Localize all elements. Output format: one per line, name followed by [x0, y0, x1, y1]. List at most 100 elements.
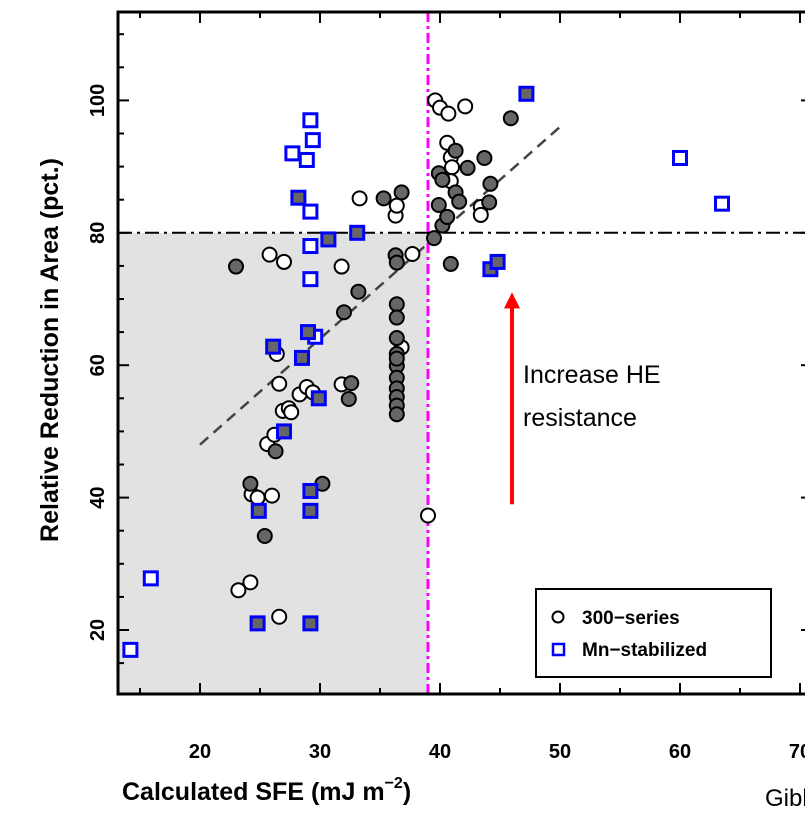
y-tick-label: 40 — [87, 486, 109, 508]
point-300-series-open — [440, 105, 457, 122]
point-mn-stabilized-open — [302, 203, 319, 220]
point-mn-stabilized-filled — [250, 502, 267, 519]
legend-label-mn-stabilized: Mn−stabilized — [582, 640, 707, 661]
trend-line — [199, 125, 561, 446]
point-300-series-filled — [393, 184, 410, 201]
axis-ticks — [118, 12, 805, 694]
point-mn-stabilized-filled — [249, 615, 266, 632]
x-axis-title: Calculated SFE (mJ m−2) — [122, 775, 411, 806]
point-300-series-filled — [439, 208, 456, 225]
x-tick-label: 70 — [789, 741, 805, 763]
point-300-series-filled — [451, 193, 468, 210]
point-300-series-filled — [482, 175, 499, 192]
point-300-series-filled — [267, 443, 284, 460]
point-300-series-filled — [336, 304, 352, 321]
y-tick-label: 60 — [87, 354, 109, 376]
point-300-series-open — [276, 253, 292, 270]
point-300-series-filled — [447, 142, 464, 159]
point-mn-stabilized-open — [284, 145, 301, 162]
point-300-series-open — [351, 190, 368, 207]
point-300-series-filled — [256, 527, 273, 544]
point-300-series-filled — [388, 350, 405, 367]
point-300-series-filled — [459, 159, 476, 176]
point-300-series-filled — [434, 171, 451, 188]
legend: 300−series Mn−stabilized — [535, 588, 772, 678]
point-300-series-filled — [426, 230, 442, 247]
point-mn-stabilized-open — [302, 238, 319, 255]
point-300-series-filled — [388, 254, 405, 271]
point-300-series-open — [388, 197, 405, 214]
point-mn-stabilized-filled — [349, 224, 366, 241]
point-300-series-open — [249, 489, 266, 506]
x-axis-title-main: Calculated SFE (mJ m — [122, 778, 385, 806]
point-300-series-filled — [388, 406, 405, 423]
point-300-series-open — [457, 98, 474, 115]
point-300-series-open — [444, 159, 460, 176]
point-mn-stabilized-open — [304, 132, 321, 149]
point-mn-stabilized-open — [672, 149, 688, 166]
x-tick-label: 30 — [309, 741, 331, 763]
x-tick-label: 40 — [429, 741, 451, 763]
x-tick-label: 50 — [549, 741, 571, 763]
annotation-arrow — [504, 292, 520, 505]
point-mn-stabilized-filled — [302, 502, 319, 519]
point-mn-stabilized-filled — [320, 231, 337, 248]
legend-box — [535, 588, 772, 678]
point-300-series-open — [261, 246, 278, 263]
point-mn-stabilized-filled — [310, 390, 327, 407]
point-300-series-open — [242, 574, 259, 591]
y-tick-label: 80 — [87, 222, 109, 244]
point-300-series-filled — [375, 190, 392, 207]
annotation-text-line1: Increase HE — [523, 361, 661, 389]
point-mn-stabilized-open — [298, 151, 315, 168]
point-mn-stabilized-open — [302, 271, 319, 288]
point-300-series-filled — [350, 283, 367, 300]
point-mn-stabilized-open — [302, 112, 319, 129]
point-300-series-open — [333, 258, 350, 275]
point-300-series-open — [271, 608, 288, 625]
point-mn-stabilized-filled — [302, 482, 319, 499]
point-300-series-filled — [430, 196, 447, 213]
arrow-head — [504, 292, 520, 309]
point-300-series-filled — [340, 390, 357, 407]
point-300-series-filled — [388, 309, 405, 326]
point-300-series-filled — [476, 149, 493, 166]
shaded-region — [118, 232, 428, 695]
point-mn-stabilized-filled — [300, 324, 316, 341]
point-mn-stabilized-filled — [518, 85, 535, 102]
x-axis-title-superscript: −2 — [385, 775, 403, 792]
point-mn-stabilized-filled — [276, 423, 292, 440]
point-300-series-open — [271, 375, 288, 392]
point-mn-stabilized-filled — [302, 615, 319, 632]
x-tick-label: 20 — [189, 741, 211, 763]
point-300-series-filled — [481, 194, 498, 211]
data-points — [122, 85, 730, 658]
point-300-series-filled — [242, 475, 259, 492]
y-tick-label: 20 — [87, 619, 109, 641]
point-mn-stabilized-filled — [265, 338, 282, 355]
legend-marker-square — [551, 642, 566, 657]
x-axis-title-end: ) — [403, 778, 411, 806]
point-300-series-open — [264, 487, 280, 504]
x-tick-label: 60 — [669, 741, 691, 763]
y-axis-title: Relative Reduction in Area (pct.) — [36, 158, 64, 542]
point-mn-stabilized-open — [714, 195, 730, 212]
point-300-series-filled — [502, 110, 519, 127]
point-mn-stabilized-filled — [290, 189, 307, 206]
point-300-series-filled — [228, 258, 244, 275]
point-300-series-open — [283, 404, 300, 421]
point-300-series-open — [420, 507, 436, 524]
point-300-series-filled — [388, 296, 405, 313]
y-tick-label: 100 — [87, 84, 109, 117]
point-mn-stabilized-open — [122, 641, 139, 658]
point-mn-stabilized-open — [142, 570, 159, 587]
plot-frame — [116, 10, 805, 696]
point-300-series-open — [404, 245, 421, 262]
credit-text: Gibb — [765, 785, 805, 812]
axis-tick-labels: 20 30 40 50 60 70 20 40 60 80 100 — [87, 84, 805, 763]
legend-label-300-series: 300−series — [582, 608, 680, 629]
annotation-text-line2: resistance — [523, 404, 637, 432]
point-300-series-open — [472, 206, 489, 223]
legend-marker-circle — [551, 610, 565, 624]
